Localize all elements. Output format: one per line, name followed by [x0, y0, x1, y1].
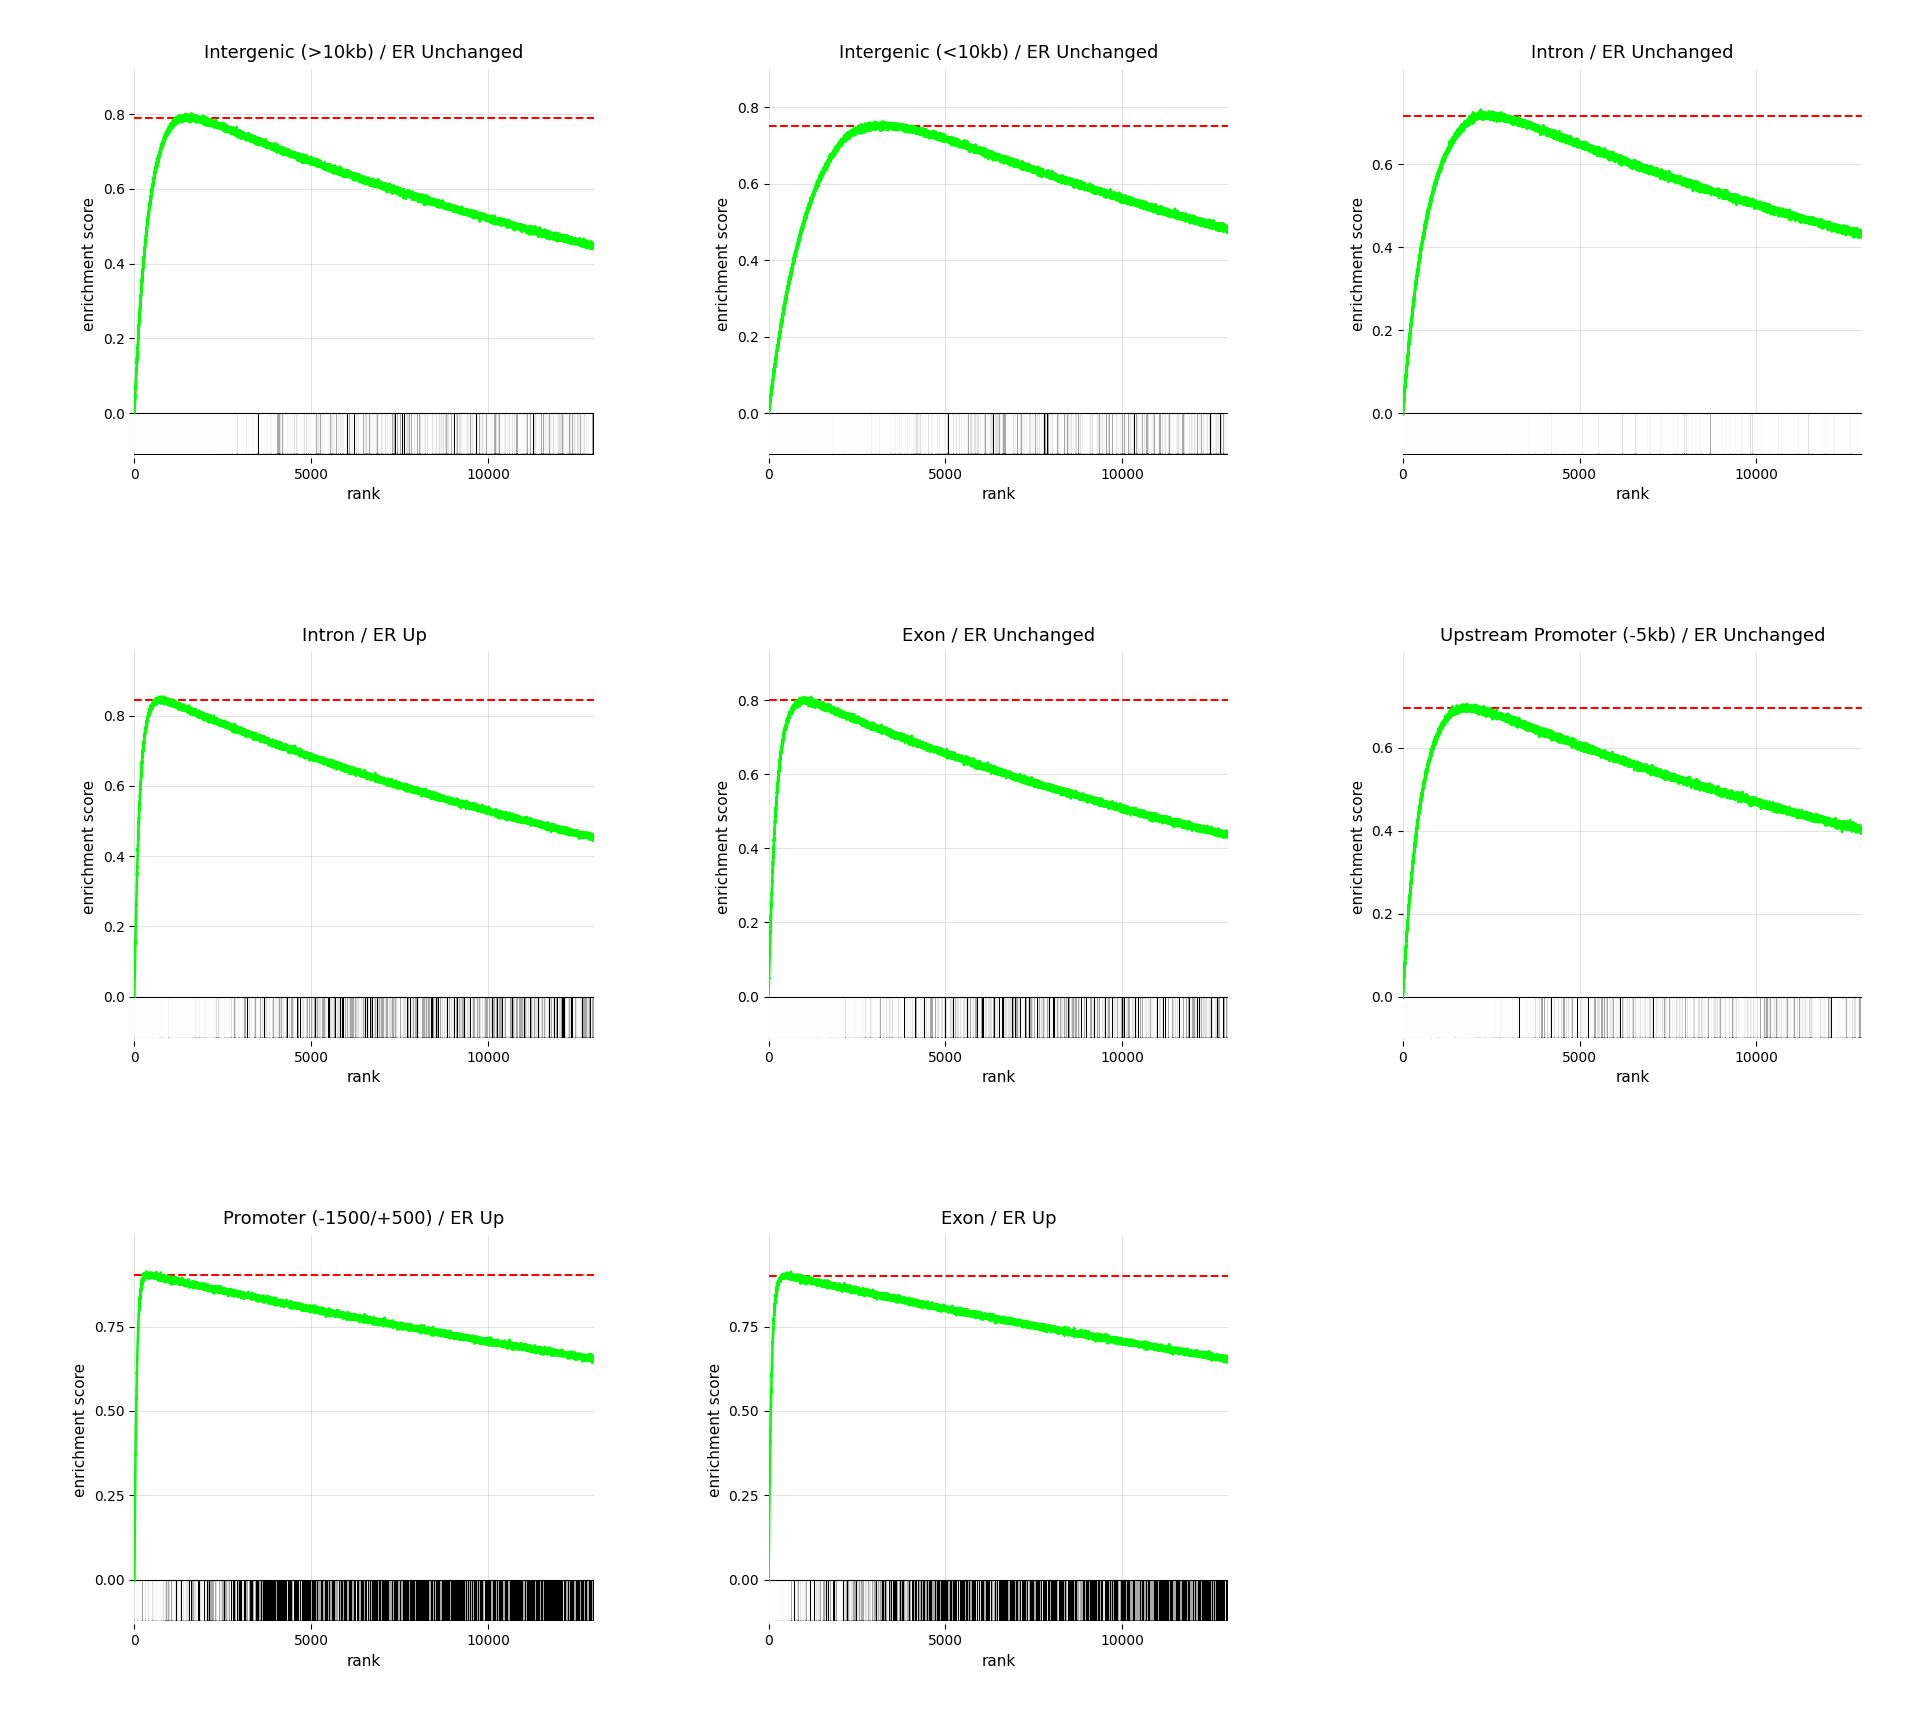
Y-axis label: enrichment score: enrichment score — [708, 1363, 722, 1496]
X-axis label: rank: rank — [1615, 487, 1649, 503]
X-axis label: rank: rank — [1615, 1070, 1649, 1085]
Title: Exon / ER Unchanged: Exon / ER Unchanged — [902, 627, 1094, 645]
X-axis label: rank: rank — [981, 487, 1016, 503]
Y-axis label: enrichment score: enrichment score — [73, 1363, 88, 1496]
Title: Promoter (-1500/+500) / ER Up: Promoter (-1500/+500) / ER Up — [223, 1210, 505, 1229]
X-axis label: rank: rank — [348, 1654, 382, 1669]
X-axis label: rank: rank — [348, 1070, 382, 1085]
Y-axis label: enrichment score: enrichment score — [83, 779, 98, 914]
Y-axis label: enrichment score: enrichment score — [1350, 197, 1365, 330]
Title: Exon / ER Up: Exon / ER Up — [941, 1210, 1056, 1229]
Title: Intron / ER Unchanged: Intron / ER Unchanged — [1532, 43, 1734, 62]
X-axis label: rank: rank — [981, 1654, 1016, 1669]
X-axis label: rank: rank — [348, 487, 382, 503]
Title: Upstream Promoter (-5kb) / ER Unchanged: Upstream Promoter (-5kb) / ER Unchanged — [1440, 627, 1826, 645]
Y-axis label: enrichment score: enrichment score — [716, 197, 732, 330]
Y-axis label: enrichment score: enrichment score — [1350, 779, 1365, 914]
Title: Intergenic (<10kb) / ER Unchanged: Intergenic (<10kb) / ER Unchanged — [839, 43, 1158, 62]
Y-axis label: enrichment score: enrichment score — [83, 197, 98, 330]
Y-axis label: enrichment score: enrichment score — [716, 779, 732, 914]
Title: Intron / ER Up: Intron / ER Up — [301, 627, 426, 645]
Title: Intergenic (>10kb) / ER Unchanged: Intergenic (>10kb) / ER Unchanged — [205, 43, 524, 62]
X-axis label: rank: rank — [981, 1070, 1016, 1085]
